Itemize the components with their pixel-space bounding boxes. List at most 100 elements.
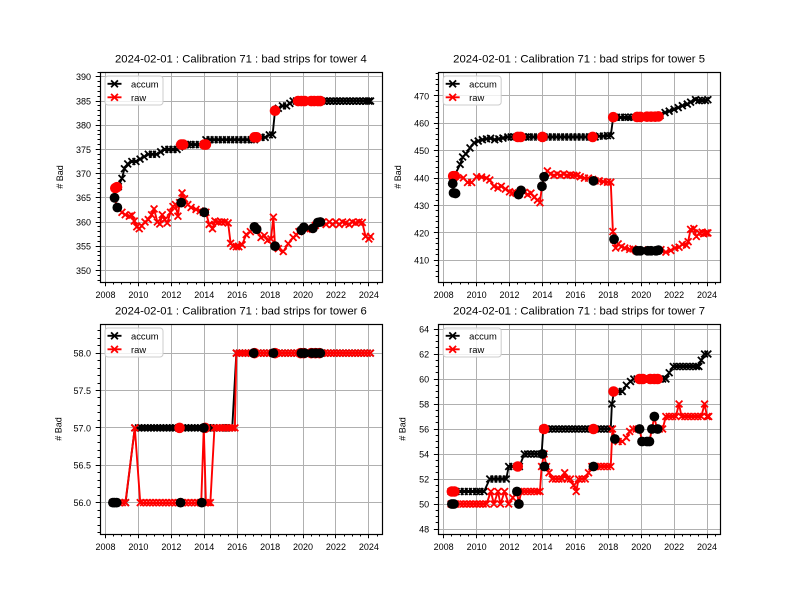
scatter-point <box>315 95 326 107</box>
x-tick-label: 2020 <box>293 542 313 552</box>
scatter-calibration-on-raw <box>109 192 326 252</box>
scatter-point <box>448 499 459 509</box>
x-tick-label: 2010 <box>128 290 148 300</box>
scatter-point <box>109 192 120 203</box>
axes-spines <box>437 323 722 536</box>
subplot-tower-7: 2008 2010 2012 2014 2016 2018 2020 2022 2024 48 50… <box>397 306 722 552</box>
scatter-point <box>174 422 185 434</box>
scatter-point <box>112 202 123 213</box>
x-tick-label: 2014 <box>194 542 214 552</box>
scatter-point <box>652 424 663 434</box>
scatter-point <box>515 131 527 143</box>
legend-label-accum: accum <box>469 330 497 341</box>
legend: accum raw <box>104 75 164 106</box>
scatter-point <box>450 188 461 199</box>
scatter-point <box>653 111 664 122</box>
scatter-point <box>609 434 620 444</box>
scatter-calibration-on-raw <box>447 171 664 256</box>
x-tick-label: 2012 <box>500 542 520 552</box>
x-tick-label: 2014 <box>532 290 552 300</box>
scatter-point <box>635 245 646 256</box>
scatter-point <box>449 486 460 497</box>
y-tick-label: 410 <box>414 256 429 266</box>
scatter-point <box>514 499 524 509</box>
axes-spines <box>99 71 384 284</box>
scatter-point <box>608 386 619 397</box>
legend-label-accum: accum <box>469 78 497 89</box>
x-tick-label: 2012 <box>161 290 181 300</box>
x-tick-label: 2018 <box>260 290 280 300</box>
scatter-point <box>251 224 262 235</box>
scatter-point <box>111 497 122 508</box>
y-tick-label: 350 <box>76 266 91 276</box>
x-tick-label: 2022 <box>326 290 346 300</box>
x-tick-label: 2008 <box>95 290 115 300</box>
scatter-point <box>315 217 326 227</box>
scatter-point <box>315 348 326 359</box>
subplot-title: 2024-02-01 : Calibration 71 : bad strips… <box>453 54 705 66</box>
x-tick-label: 2018 <box>598 542 618 552</box>
legend-label-raw: raw <box>469 344 484 355</box>
y-tick-label: 50 <box>419 499 429 509</box>
y-tick-label: 375 <box>76 145 91 155</box>
scatter-point <box>539 171 549 182</box>
legend-label-raw: raw <box>469 92 484 103</box>
scatter-point <box>111 181 123 193</box>
scatter-point <box>251 132 262 143</box>
y-tick-label: 365 <box>76 193 91 203</box>
x-tick-label: 2008 <box>434 542 454 552</box>
y-tick-label: 470 <box>414 91 429 101</box>
y-tick-label: 56.5 <box>73 461 91 471</box>
plot-area <box>109 95 375 256</box>
y-tick-label: 56 <box>419 424 429 434</box>
scatter-point <box>199 207 210 218</box>
scatter-point <box>298 222 309 233</box>
y-tick-label: 58.0 <box>73 349 91 359</box>
scatter-calibration-on-accum <box>447 111 664 182</box>
subplot-tower-5: 2008 2010 2012 2014 2016 2018 2020 2022 2024 410 4… <box>393 54 722 300</box>
scatter-calibration-on-accum <box>110 95 326 194</box>
legend-label-raw: raw <box>131 92 146 103</box>
y-tick-label: 420 <box>414 228 429 238</box>
legend-marker-accum <box>110 79 119 88</box>
y-tick-label: 60 <box>419 374 429 384</box>
x-tick-label: 2018 <box>598 290 618 300</box>
scatter-calibration-on-accum <box>446 373 663 497</box>
scatter-point <box>268 348 279 359</box>
legend: accum raw <box>442 75 502 106</box>
scatter-point <box>176 197 187 208</box>
plot-area <box>447 95 712 257</box>
scatter-point <box>198 422 209 433</box>
x-tick-label: 2020 <box>631 542 651 552</box>
scatter-point <box>516 185 526 196</box>
scatter-point <box>512 486 522 497</box>
subplot-title: 2024-02-01 : Calibration 71 : bad strips… <box>453 306 705 318</box>
x-tick-label: 2016 <box>565 542 585 552</box>
legend-marker-accum <box>448 331 457 340</box>
subplot-tower-4: 2008 2010 2012 2014 2016 2018 2020 2022 2024 350 3… <box>55 54 384 300</box>
scatter-point <box>299 348 310 359</box>
y-tick-label: 57.0 <box>73 423 91 433</box>
x-tick-label: 2008 <box>434 290 454 300</box>
scatter-point <box>539 461 550 472</box>
scatter-point <box>588 175 599 186</box>
x-tick-label: 2010 <box>467 290 487 300</box>
y-tick-label: 52 <box>419 474 429 484</box>
legend-label-accum: accum <box>131 78 159 89</box>
subplot-title: 2024-02-01 : Calibration 71 : bad strips… <box>115 306 367 318</box>
plot-area <box>446 349 713 509</box>
scatter-point <box>269 105 281 117</box>
legend-label-accum: accum <box>131 330 159 341</box>
subplot-title: 2024-02-01 : Calibration 71 : bad strips… <box>115 54 367 66</box>
legend-label-raw: raw <box>131 344 146 355</box>
scatter-point <box>588 423 599 435</box>
y-axis-label: # Bad <box>393 165 403 189</box>
x-tick-label: 2022 <box>326 542 346 552</box>
x-tick-label: 2016 <box>565 290 585 300</box>
subplot-tower-6: 2008 2010 2012 2014 2016 2018 2020 2022 2024 56.0… <box>54 306 384 552</box>
scatter-point <box>270 241 280 252</box>
x-tick-label: 2024 <box>697 290 717 300</box>
scatter-point <box>588 461 599 472</box>
y-tick-label: 54 <box>419 449 429 459</box>
y-tick-label: 64 <box>419 324 429 334</box>
